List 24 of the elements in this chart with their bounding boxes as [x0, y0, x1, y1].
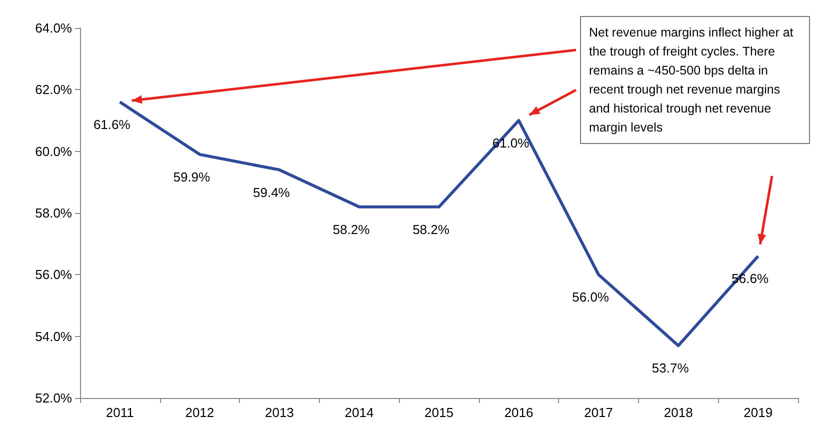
y-tick-label: 52.0%	[35, 390, 72, 406]
y-tick-label: 62.0%	[35, 82, 72, 98]
x-tick-label: 2013	[264, 405, 294, 420]
data-label: 58.2%	[412, 222, 450, 237]
data-label: 53.7%	[652, 360, 690, 376]
data-label: 56.0%	[572, 290, 610, 305]
y-tick-label: 60.0%	[35, 144, 72, 159]
x-tick-label: 2018	[664, 405, 693, 420]
x-tick-label: 2017	[584, 405, 614, 420]
y-tick-label: 56.0%	[35, 267, 72, 282]
y-tick-label: 58.0%	[35, 206, 72, 220]
x-tick-label: 2012	[185, 405, 214, 420]
annotation: Net revenue margins inflect higher at the trough of freight cycles. There remains a ~450-500 bps delta in recent trough net revenue margins and historical trough net revenue margin levels	[589, 26, 797, 134]
x-tick-label: 2014	[344, 405, 374, 420]
data-label: 61.6%	[93, 117, 131, 132]
x-tick-label: 2015	[424, 405, 454, 420]
data-label: 59.9%	[173, 169, 211, 184]
y-tick-label: 64.0%	[35, 20, 72, 36]
x-tick-label: 2011	[106, 405, 134, 420]
y-tick-label: 54.0%	[35, 328, 72, 344]
data-label: 58.2%	[332, 222, 370, 237]
x-tick-label: 2016	[504, 405, 534, 420]
x-tick-label: 2019	[744, 405, 773, 420]
data-label: 59.4%	[253, 184, 290, 200]
